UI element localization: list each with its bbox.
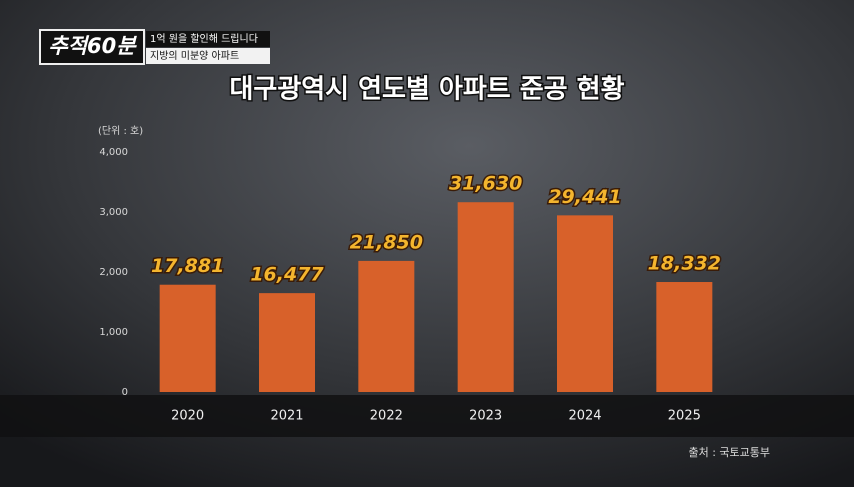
x-tick-label: 2025 [668,409,701,424]
chart-title: 대구광역시 연도별 아파트 준공 현황 [229,75,624,105]
subtitle-box [146,48,270,64]
logo: 추적60분 [48,34,137,58]
x-tick-label: 2020 [171,409,204,424]
y-tick-label: 2,000 [99,267,128,278]
y-tick-label: 4,000 [99,147,128,158]
subtitle: 1억 원을 할인해 드립니다 [150,32,258,45]
source: 출처 : 국토교통부 [688,446,770,459]
value-label: 31,630 [449,173,522,195]
bar [457,202,514,392]
subtitle-box [146,31,270,47]
unit-label: (단위 : 호) [98,124,143,137]
logo-box [39,29,145,65]
bar [358,260,415,392]
value-label: 17,881 [151,255,224,277]
value-label: 18,332 [648,253,721,275]
y-tick-label: 0 [122,387,128,398]
x-tick-label: 2024 [568,409,601,424]
x-tick-label: 2022 [370,409,403,424]
x-tick-label: 2021 [270,409,303,424]
bar [259,293,315,392]
bar [656,282,713,392]
value-label: 21,850 [350,231,423,253]
bar [557,215,613,392]
axis-band [0,395,854,437]
value-label: 16,477 [250,264,324,286]
x-tick-label: 2023 [469,409,502,424]
bar [159,284,216,392]
y-tick-label: 1,000 [99,327,128,338]
subtitle: 지방의 미분양 아파트 [150,50,239,62]
y-tick-label: 3,000 [99,207,128,218]
value-label: 29,441 [548,186,621,208]
